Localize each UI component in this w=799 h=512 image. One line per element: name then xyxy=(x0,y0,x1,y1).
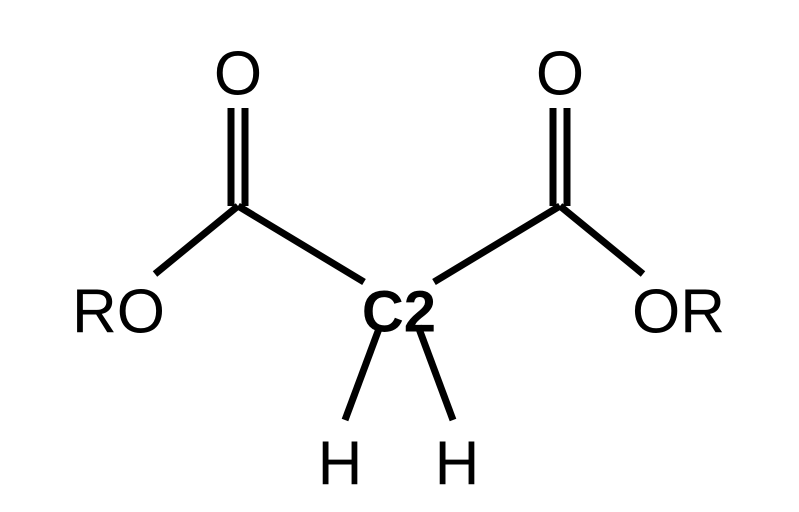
bonds xyxy=(155,108,643,420)
atom-labels: O O RO OR C2 H H xyxy=(72,39,725,498)
atom-OR-right: OR xyxy=(632,277,725,346)
atom-O-left-top: O xyxy=(214,39,262,108)
atom-H-right: H xyxy=(435,429,480,498)
molecule-diagram: O O RO OR C2 H H xyxy=(0,0,799,512)
atom-H-left: H xyxy=(318,429,363,498)
atom-RO-left: RO xyxy=(72,277,165,346)
atom-O-right-top: O xyxy=(536,39,584,108)
atom-C2: C2 xyxy=(362,279,436,344)
